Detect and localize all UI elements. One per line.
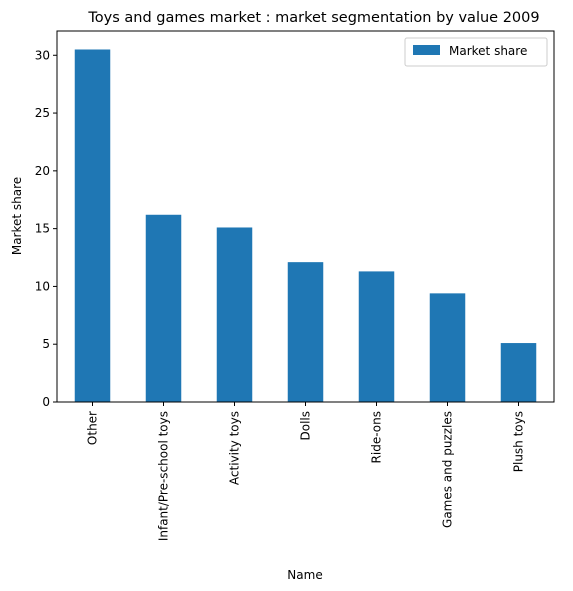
bar xyxy=(145,214,182,402)
x-axis-label: Name xyxy=(287,568,322,582)
x-tick-label: Activity toys xyxy=(228,411,242,485)
y-tick-label: 25 xyxy=(35,106,50,120)
x-tick-label: Ride-ons xyxy=(370,411,384,463)
y-axis: 0 5 10 15 20 25 30 xyxy=(35,48,57,409)
y-tick-label: 5 xyxy=(42,337,50,351)
legend-swatch xyxy=(413,45,440,55)
x-tick-label: Plush toys xyxy=(512,411,526,472)
y-tick-label: 0 xyxy=(42,395,50,409)
x-tick-label: Infant/Pre-school toys xyxy=(157,411,171,541)
x-tick-label: Other xyxy=(86,411,100,445)
bar xyxy=(216,227,253,402)
bar xyxy=(74,49,111,402)
x-axis: Other Infant/Pre-school toys Activity toys… xyxy=(86,402,526,541)
y-tick-label: 20 xyxy=(35,164,50,178)
x-tick-label: Games and puzzles xyxy=(441,411,455,528)
bar xyxy=(358,271,395,402)
bars-layer xyxy=(74,49,537,402)
bar xyxy=(287,262,324,402)
x-tick-label: Dolls xyxy=(299,411,313,441)
y-axis-label: Market share xyxy=(10,177,24,255)
chart-title: Toys and games market : market segmentat… xyxy=(87,10,539,26)
legend-box xyxy=(404,37,548,67)
bar xyxy=(500,343,537,402)
bar xyxy=(429,293,466,402)
legend-label: Market share xyxy=(449,44,527,58)
legend: Market share xyxy=(404,37,548,67)
y-tick-label: 10 xyxy=(35,279,50,293)
y-tick-label: 15 xyxy=(35,222,50,236)
y-tick-label: 30 xyxy=(35,48,50,62)
